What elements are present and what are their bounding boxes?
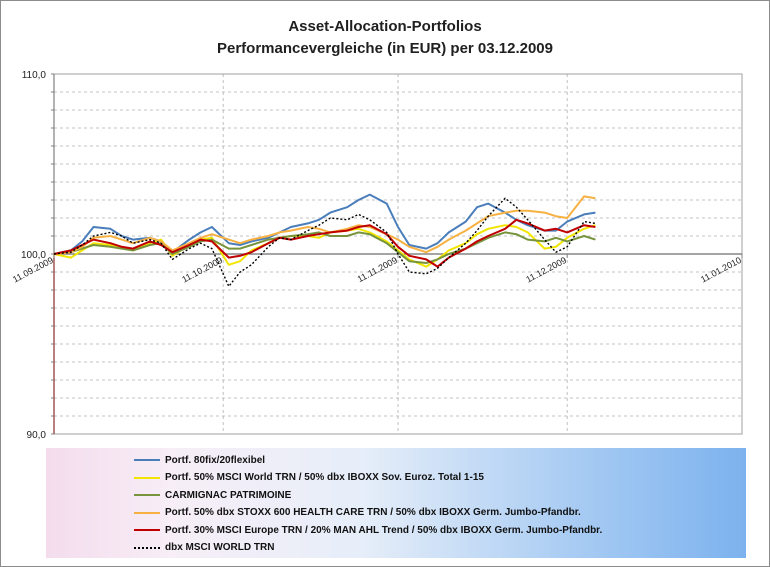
legend-swatch — [134, 546, 160, 549]
legend-swatch — [134, 529, 160, 531]
legend-item: dbx MSCI WORLD TRN — [134, 539, 274, 557]
legend-swatch — [134, 459, 160, 461]
x-tick-label: 11.11.2009 — [356, 255, 399, 284]
y-tick-label: 110,0 — [22, 70, 47, 81]
legend-item: CARMIGNAC PATRIMOINE — [134, 486, 291, 504]
legend-swatch — [134, 476, 160, 479]
series-line-1 — [53, 193, 596, 255]
legend-label: Portf. 80fix/20flexibel — [165, 454, 266, 466]
legend-swatch — [134, 511, 160, 514]
legend-label: CARMIGNAC PATRIMOINE — [165, 489, 292, 501]
legend-label: Portf. 50% MSCI World TRN / 50% dbx IBOX… — [165, 472, 484, 483]
legend-label: Portf. 50% dbx STOXX 600 HEALTH CARE TRN… — [165, 507, 581, 518]
legend-label: dbx MSCI WORLD TRN — [165, 542, 275, 553]
legend-swatch — [134, 494, 160, 496]
series-layer — [53, 193, 596, 288]
x-tick-label: 11.10.2009 — [180, 255, 224, 285]
legend-item: Portf. 80fix/20flexibel — [134, 451, 265, 469]
legend-item: Portf. 30% MSCI Europe TRN / 20% MAN AHL… — [134, 521, 602, 539]
legend: Portf. 80fix/20flexibel Portf. 50% MSCI W… — [46, 448, 746, 558]
series-line-5 — [53, 218, 596, 268]
x-tick-label: 11.01.2010 — [699, 255, 743, 285]
legend-item: Portf. 50% MSCI World TRN / 50% dbx IBOX… — [134, 469, 484, 487]
x-tick-label: 11.12.2009 — [524, 255, 568, 285]
series-line-6 — [53, 197, 596, 288]
chart-title: Asset-Allocation-Portfolios — [288, 18, 482, 35]
series-line-4 — [53, 195, 596, 255]
y-tick-label: 100,0 — [21, 250, 46, 261]
legend-label: Portf. 30% MSCI Europe TRN / 20% MAN AHL… — [165, 524, 603, 536]
chart-subtitle: Performancevergleiche (in EUR) per 03.12… — [217, 40, 553, 57]
y-tick-label: 90,0 — [27, 430, 47, 441]
legend-item: Portf. 50% dbx STOXX 600 HEALTH CARE TRN… — [134, 504, 581, 522]
